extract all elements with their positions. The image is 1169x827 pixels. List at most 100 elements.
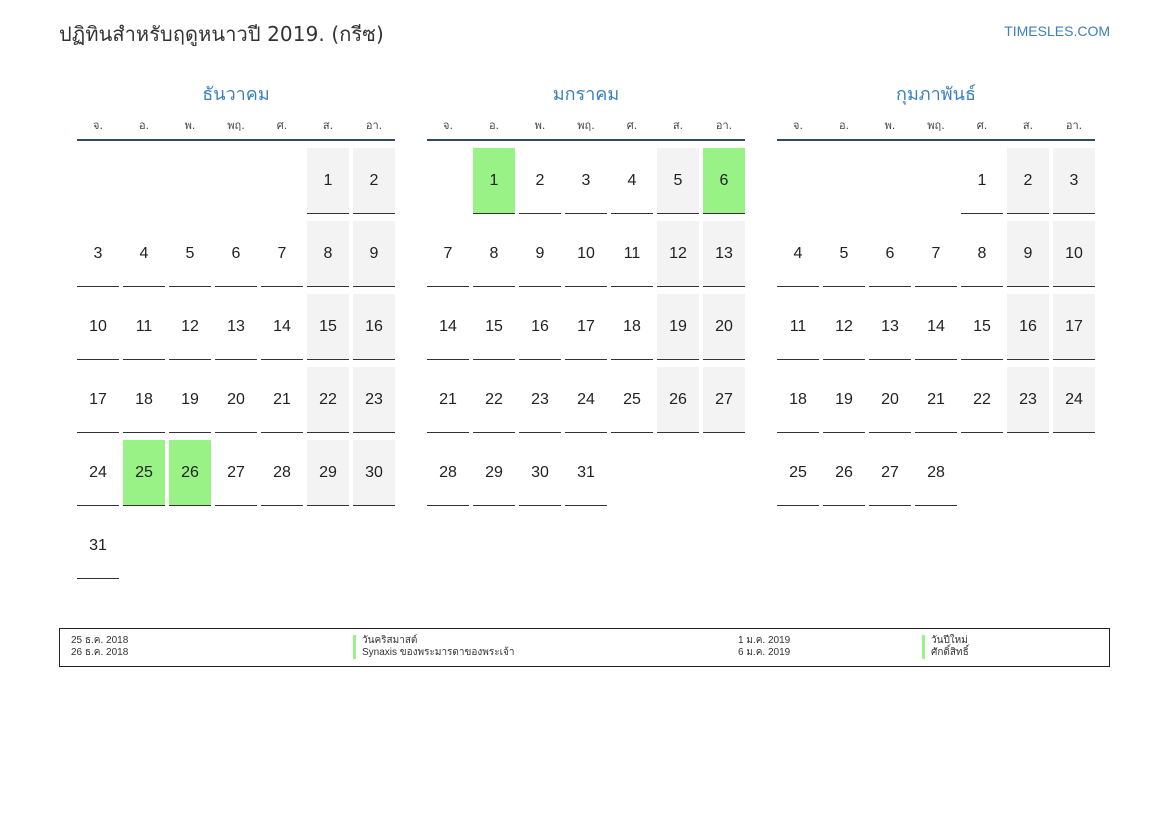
brand-link[interactable]: TIMESLES.COM [1004, 23, 1110, 39]
day-cell: 10 [1053, 221, 1095, 287]
week-row: 31 [77, 510, 395, 583]
legend-names-col-2: วันปีใหม่ ศักดิ์สิทธิ์ [922, 635, 969, 659]
empty-day-cell [961, 440, 1003, 506]
week-row: 10 11 12 13 14 15 16 [77, 291, 395, 364]
empty-day-cell [215, 513, 257, 579]
day-cell: 13 [869, 294, 911, 360]
day-cell: 31 [77, 513, 119, 579]
day-cell: 23 [1007, 367, 1049, 433]
day-cell: 24 [565, 367, 607, 433]
empty-day-cell [169, 513, 211, 579]
week-row: 18 19 20 21 22 23 24 [777, 364, 1095, 437]
day-cell: 4 [777, 221, 819, 287]
weekday-label: ส. [1022, 119, 1034, 132]
day-cell: 27 [215, 440, 257, 506]
weekday-label: อา. [365, 119, 383, 132]
week-row: 25 26 27 28 [777, 437, 1095, 510]
empty-day-cell [703, 440, 745, 506]
day-cell: 20 [869, 367, 911, 433]
empty-day-cell [123, 148, 165, 214]
day-cell: 13 [703, 221, 745, 287]
holiday-name: วันคริสมาสต์ [353, 635, 515, 647]
day-cell: 5 [823, 221, 865, 287]
empty-day-cell [123, 513, 165, 579]
legend-dates-col-2: 1 ม.ค. 2019 6 ม.ค. 2019 [738, 635, 790, 659]
day-cell: 3 [1053, 148, 1095, 214]
empty-day-cell [77, 148, 119, 214]
day-cell: 2 [1007, 148, 1049, 214]
empty-day-cell [657, 440, 699, 506]
day-cell: 10 [77, 294, 119, 360]
weekday-label: พ. [534, 119, 546, 132]
month-name: ธันวาคม [202, 84, 270, 105]
empty-day-cell [169, 148, 211, 214]
page-title: ปฏิทินสำหรับฤดูหนาวปี 2019. (กรีซ) [59, 22, 384, 46]
weekday-label: ศ. [976, 119, 988, 132]
empty-day-cell [777, 148, 819, 214]
holiday-date: 6 ม.ค. 2019 [738, 647, 791, 658]
day-grid: 1 2 3 4 5 6 7 8 9 10 11 12 13 14 15 16 17 18 19 20 21 22 23 24 2… [777, 145, 1095, 510]
day-cell: 1 [961, 148, 1003, 214]
day-cell: 29 [307, 440, 349, 506]
holiday-day-cell: 26 [169, 440, 211, 506]
day-cell: 13 [215, 294, 257, 360]
empty-day-cell [307, 513, 349, 579]
empty-day-cell [215, 148, 257, 214]
day-grid: 1 2 3 4 5 6 7 8 9 10 11 12 13 14 15 16 17 18 19 20 21 22 23 24 2… [77, 145, 395, 583]
day-cell: 6 [869, 221, 911, 287]
day-cell: 24 [1053, 367, 1095, 433]
weekday-label: พฤ. [927, 119, 945, 132]
day-grid: 1 2 3 4 5 6 7 8 9 10 11 12 13 14 15 16 17 18 19 20 21 22 23 24 2… [427, 145, 745, 510]
day-cell: 8 [961, 221, 1003, 287]
week-row: 28 29 30 31 [427, 437, 745, 510]
day-cell: 7 [261, 221, 303, 287]
weekday-label: อา. [1065, 119, 1083, 132]
holiday-date: 26 ธ.ค. 2018 [71, 647, 129, 658]
empty-day-cell [353, 513, 395, 579]
month-name: กุมภาพันธ์ [896, 84, 976, 105]
day-cell: 25 [777, 440, 819, 506]
week-row: 24 25 26 27 28 29 30 [77, 437, 395, 510]
day-cell: 16 [353, 294, 395, 360]
day-cell: 21 [915, 367, 957, 433]
day-cell: 12 [657, 221, 699, 287]
legend-names-col-1: วันคริสมาสต์ Synaxis ของพระมารดาของพระเจ… [353, 635, 515, 659]
weekday-label: จ. [793, 119, 803, 132]
weekday-label: ส. [322, 119, 334, 132]
week-row: 14 15 16 17 18 19 20 [427, 291, 745, 364]
weekday-label: อ. [488, 119, 500, 132]
day-cell: 17 [565, 294, 607, 360]
day-cell: 19 [823, 367, 865, 433]
weekday-header: จ. อ. พ. พฤ. ศ. ส. อา. [77, 115, 395, 141]
day-cell: 19 [657, 294, 699, 360]
holiday-name: Synaxis ของพระมารดาของพระเจ้า [353, 647, 515, 659]
day-cell: 31 [565, 440, 607, 506]
day-cell: 6 [215, 221, 257, 287]
empty-day-cell [261, 513, 303, 579]
weekday-label: พ. [184, 119, 196, 132]
empty-day-cell [261, 148, 303, 214]
day-cell: 14 [915, 294, 957, 360]
day-cell: 26 [657, 367, 699, 433]
day-cell: 8 [307, 221, 349, 287]
weekday-label: อา. [715, 119, 733, 132]
weekday-label: อ. [138, 119, 150, 132]
day-cell: 11 [611, 221, 653, 287]
week-row: 11 12 13 14 15 16 17 [777, 291, 1095, 364]
day-cell: 25 [611, 367, 653, 433]
holiday-name: ศักดิ์สิทธิ์ [922, 647, 969, 659]
day-cell: 5 [169, 221, 211, 287]
holiday-legend: 25 ธ.ค. 2018 26 ธ.ค. 2018 วันคริสมาสต์ S… [59, 628, 1110, 667]
day-cell: 9 [519, 221, 561, 287]
week-row: 4 5 6 7 8 9 10 [777, 218, 1095, 291]
month-calendar: มกราคม จ. อ. พ. พฤ. ศ. ส. อา. 1 2 3 4 5 6 7 8 9 10 11 12 13 1… [427, 80, 745, 510]
holiday-date: 1 ม.ค. 2019 [738, 635, 791, 646]
day-cell: 14 [261, 294, 303, 360]
weekday-label: พฤ. [227, 119, 245, 132]
day-cell: 3 [77, 221, 119, 287]
day-cell: 20 [215, 367, 257, 433]
day-cell: 27 [869, 440, 911, 506]
holiday-day-cell: 25 [123, 440, 165, 506]
